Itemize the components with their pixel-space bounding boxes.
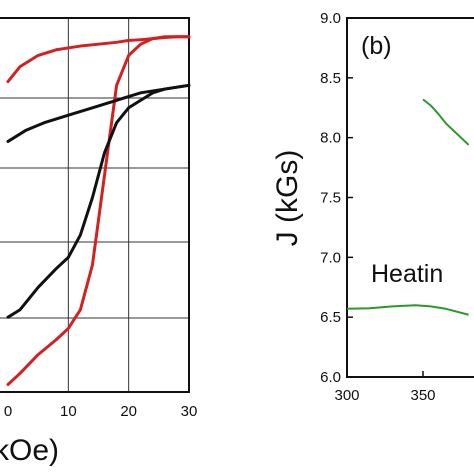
panel-a-series-line-2 [6,83,191,143]
panel-b-y-tick-label: 8.5 [320,70,341,87]
panel-b-frame [346,17,474,378]
panel-a-series-line-1 [6,35,191,387]
panel-a-x-tick-label: 0 [4,403,12,420]
panel-b-chart: 6.0 6.5 7.0 7.5 8.0 8.5 9.0 300 350 J (kGs) (b) Hea… [271,10,474,404]
panel-b-series-line-1 [422,98,470,146]
panel-a-x-tick-label: 30 [181,403,198,420]
panel-a-x-axis-label: kOe) [0,434,59,467]
panel-a-series-line-0 [6,35,191,84]
panel-b-x-tick-label: 300 [334,387,359,404]
panel-b-annotation: Heatin [371,260,443,288]
panel-b-y-tick-label: 7.5 [320,190,341,207]
panel-b-x-tick-label: 350 [410,387,435,404]
panel-b-y-tick-label: 8.0 [320,130,341,147]
panel-b-label: (b) [361,32,392,60]
panel-b-y-tick-label: 9.0 [320,10,341,27]
panel-b-series-line-0 [346,304,469,316]
panel-a-x-tick-label: 10 [60,403,77,420]
panel-b-y-tick-label: 6.0 [320,369,341,386]
panel-b-y-tick-label: 7.0 [320,249,341,266]
panel-a-frame [0,17,190,393]
panel-a-series-line-3 [6,83,191,319]
panel-a-x-tick-label: 20 [120,403,137,420]
panel-b-y-tick-label: 6.5 [320,309,341,326]
panel-a-chart: 0 10 20 30 kOe) [0,17,198,467]
panel-b-y-axis-label: J (kGs) [271,150,304,247]
